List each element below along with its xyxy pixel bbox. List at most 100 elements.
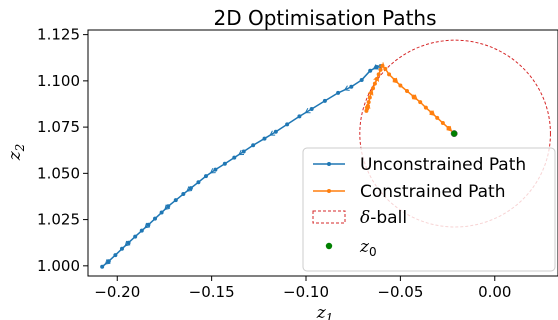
y-tick-label: 1.050 (37, 164, 80, 182)
legend-box (302, 147, 556, 272)
unconstrained-path-point (309, 106, 314, 111)
constrained-path-point (429, 110, 434, 115)
unconstrained-path-arrow (144, 222, 151, 229)
unconstrained-path-point (285, 122, 290, 127)
x-axis-label: z1 (316, 303, 334, 320)
chart-title: 2D Optimisation Paths (213, 6, 436, 30)
unconstrained-path-arrow (343, 85, 350, 91)
unconstrained-path-point (146, 222, 151, 227)
legend-z0-label: z0 (359, 237, 377, 259)
legend: Unconstrained Path Constrained Path δ-ba… (302, 147, 556, 272)
unconstrained-path-point (133, 234, 138, 239)
constrained-path-point (440, 121, 445, 126)
constrained-path-point (378, 67, 383, 72)
unconstrained-path-point (232, 155, 237, 160)
y-tick-label: 1.125 (37, 26, 80, 44)
unconstrained-path-point (297, 114, 302, 119)
constrained-path-point (371, 86, 376, 91)
unconstrained-path-point (368, 68, 373, 73)
unconstrained-path-series (100, 64, 383, 269)
plot-area (100, 39, 551, 269)
unconstrained-path-point (139, 228, 144, 233)
unconstrained-path-point (166, 204, 171, 209)
constrained-path-point (367, 95, 372, 100)
axes-frame (87, 29, 558, 277)
legend-constrained-marker (327, 189, 331, 193)
constrained-path-point (392, 77, 397, 82)
constrained-path-point (366, 100, 371, 105)
y-tick-label: 1.000 (37, 257, 80, 275)
constrained-path-arrow (373, 75, 380, 82)
unconstrained-path-point (251, 143, 256, 148)
y-tick-label: 1.075 (37, 118, 80, 136)
legend-z0-marker (325, 242, 333, 250)
unconstrained-path-point (336, 90, 341, 95)
unconstrained-path-point (181, 192, 186, 197)
unconstrained-path-arrow (304, 108, 311, 114)
legend-ball-swatch (312, 210, 346, 224)
y-tick-label: 1.100 (37, 72, 80, 90)
unconstrained-path-arrow (209, 168, 216, 174)
constrained-path-point (446, 126, 451, 131)
unconstrained-path-point (359, 77, 364, 82)
unconstrained-path-arrow (372, 64, 379, 70)
unconstrained-path-arrow (104, 259, 111, 265)
legend-unconstrained-marker (327, 162, 331, 166)
unconstrained-path-point (241, 149, 246, 154)
x-tick-label: −0.15 (189, 283, 235, 301)
constrained-path-arrow (446, 125, 453, 132)
constrained-path-arrow (364, 103, 371, 109)
unconstrained-path-point (196, 180, 201, 185)
y-axis-label: z2 (5, 144, 27, 162)
constrained-path-arrow (378, 62, 385, 68)
unconstrained-path-point (119, 246, 124, 251)
unconstrained-path-point (106, 259, 111, 264)
constrained-path-point (376, 72, 381, 77)
x-tick-label: −0.10 (283, 283, 329, 301)
constrained-path-point (435, 115, 440, 120)
x-axis-ticks: −0.20 −0.15 −0.10 −0.05 0.00 (94, 276, 511, 301)
legend-ball-label: δ-ball (360, 208, 407, 228)
legend-constrained-label: Constrained Path (360, 182, 505, 202)
x-tick-label: −0.20 (94, 283, 140, 301)
constrained-path-arrow (367, 89, 374, 96)
constrained-path-arrow (392, 77, 399, 84)
unconstrained-path-arrow (238, 149, 245, 156)
unconstrained-path-arrow (124, 240, 131, 247)
constrained-path-point (398, 83, 403, 88)
unconstrained-path-point (273, 129, 278, 134)
constrained-path-point (364, 108, 369, 113)
constrained-path-point (404, 89, 409, 94)
x-tick-label: 0.00 (478, 283, 511, 301)
constrained-path-series (364, 62, 457, 136)
unconstrained-path-point (213, 167, 218, 172)
unconstrained-path-point (188, 186, 193, 191)
unconstrained-path-point (113, 253, 118, 258)
unconstrained-path-arrow (164, 204, 170, 211)
unconstrained-path-point (322, 98, 327, 103)
unconstrained-path-point (203, 174, 208, 179)
z0-point (450, 130, 458, 138)
constrained-path-point (372, 81, 377, 86)
constrained-path-point (411, 94, 416, 99)
constrained-path-point (418, 100, 423, 105)
x-tick-label: −0.05 (377, 283, 423, 301)
unconstrained-path-point (153, 216, 158, 221)
unconstrained-path-point (262, 136, 267, 141)
y-tick-label: 1.025 (37, 211, 80, 229)
unconstrained-path-point (222, 161, 227, 166)
unconstrained-path-point (349, 84, 354, 89)
unconstrained-path-arrow (186, 186, 193, 192)
y-axis-ticks: 1.000 1.025 1.050 1.075 1.100 1.125 (37, 26, 88, 275)
unconstrained-path-arrow (269, 130, 276, 136)
constrained-path-point (387, 72, 392, 77)
unconstrained-path-point (100, 264, 105, 269)
unconstrained-path-point (374, 64, 379, 69)
unconstrained-path-point (173, 198, 178, 203)
constrained-path-point (423, 105, 428, 110)
unconstrained-path-point (126, 240, 131, 245)
legend-unconstrained-label: Unconstrained Path (360, 155, 526, 175)
constrained-path-arrow (411, 94, 418, 100)
constrained-path-arrow (429, 110, 436, 116)
